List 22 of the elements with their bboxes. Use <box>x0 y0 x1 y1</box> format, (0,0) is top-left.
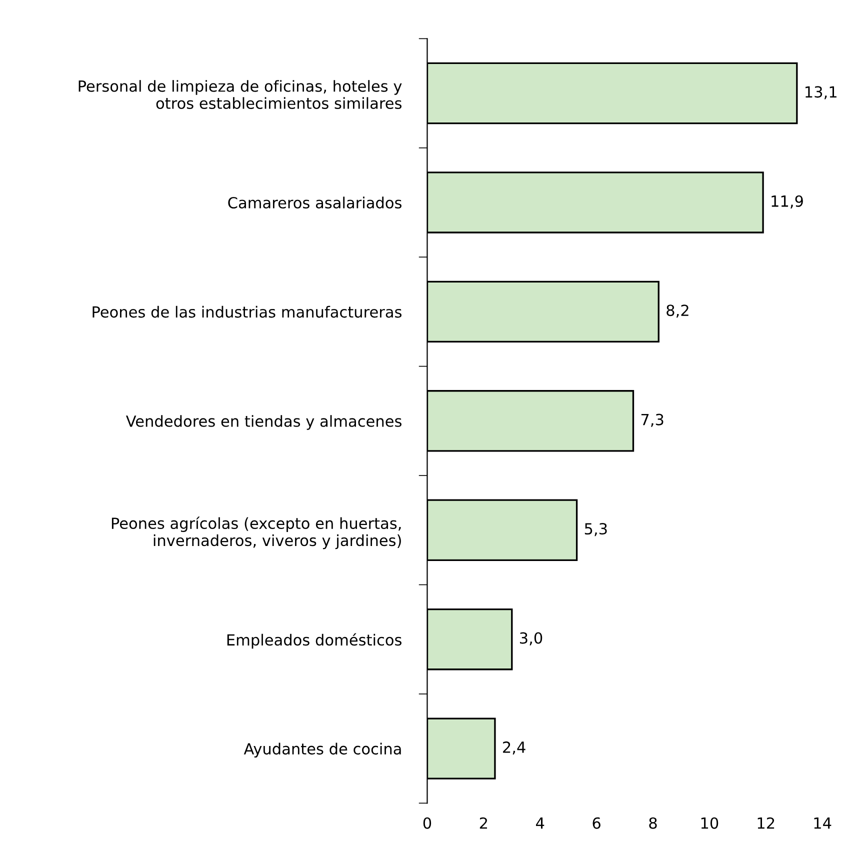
y-tick-label: Peones de las industrias manufactureras <box>92 306 402 318</box>
x-tick-label: 8 <box>649 817 657 829</box>
data-label: 8,2 <box>666 304 688 318</box>
y-tick-label: Vendedores en tiendas y almacenes <box>126 415 402 430</box>
y-tick-label: Ayudantes de cocina <box>244 742 401 758</box>
y-tick-label: Personal de limpieza de oficinas, hoteles y otros establecimientos similares <box>78 80 402 109</box>
data-label: 13,1 <box>806 86 836 100</box>
data-label: 3,0 <box>520 632 542 646</box>
x-tick-label: 6 <box>592 817 600 829</box>
y-tick-label: Empleados domésticos <box>227 633 402 649</box>
x-tick-label: 10 <box>701 817 718 829</box>
data-label: 5,3 <box>584 523 607 536</box>
x-tick-label: 0 <box>423 817 432 829</box>
data-label: 2,4 <box>503 741 526 755</box>
x-tick-label: 4 <box>536 818 544 829</box>
y-tick-label: Peones agrícolas (excepto en huertas, invernaderos, viveros y jardines) <box>112 516 401 550</box>
x-tick-label: 2 <box>480 817 487 829</box>
x-tick-label: 12 <box>758 817 774 829</box>
data-label: 11,9 <box>772 195 803 208</box>
x-tick-label: 14 <box>814 818 832 829</box>
y-tick-label: Camareros asalariados <box>228 196 402 208</box>
data-label: 7,3 <box>641 414 664 427</box>
